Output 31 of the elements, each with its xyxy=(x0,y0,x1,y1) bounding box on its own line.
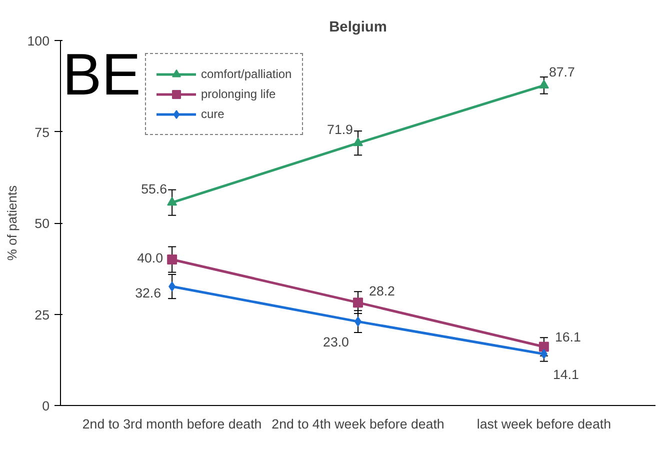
point xyxy=(167,196,178,206)
point xyxy=(540,349,548,360)
point xyxy=(353,298,363,308)
data-label: 32.6 xyxy=(135,286,162,301)
data-label: 40.0 xyxy=(137,250,164,266)
x-tick-label: 2nd to 4th week before death xyxy=(272,416,444,432)
point xyxy=(168,282,176,292)
legend-label: prolonging life xyxy=(201,87,276,101)
annotation: BE xyxy=(62,42,141,108)
y-tick-label: 0 xyxy=(42,398,50,414)
data-label: 14.1 xyxy=(552,367,579,382)
y-tick-label: 75 xyxy=(34,124,50,140)
y-tick-label: 100 xyxy=(27,34,50,48)
data-label: 87.7 xyxy=(548,64,575,80)
y-axis-title: % of patients xyxy=(4,184,20,261)
data-label: 16.1 xyxy=(554,330,581,345)
data-label: 23.0 xyxy=(323,334,349,350)
point xyxy=(167,254,178,264)
y-tick-label: 25 xyxy=(34,307,50,322)
chart-title: Belgium xyxy=(329,20,387,36)
legend-label: comfort/palliation xyxy=(201,67,292,81)
data-label: 28.2 xyxy=(369,284,395,299)
y-tick-label: 50 xyxy=(34,216,50,231)
x-tick-label: last week before death xyxy=(476,416,611,432)
legend-label: cure xyxy=(201,107,224,121)
data-label: 55.6 xyxy=(141,182,168,197)
x-tick-label: 2nd to 3rd month before death xyxy=(82,416,262,432)
point xyxy=(538,80,549,88)
data-label: 71.9 xyxy=(327,122,353,138)
point xyxy=(538,342,549,352)
point xyxy=(353,137,363,146)
